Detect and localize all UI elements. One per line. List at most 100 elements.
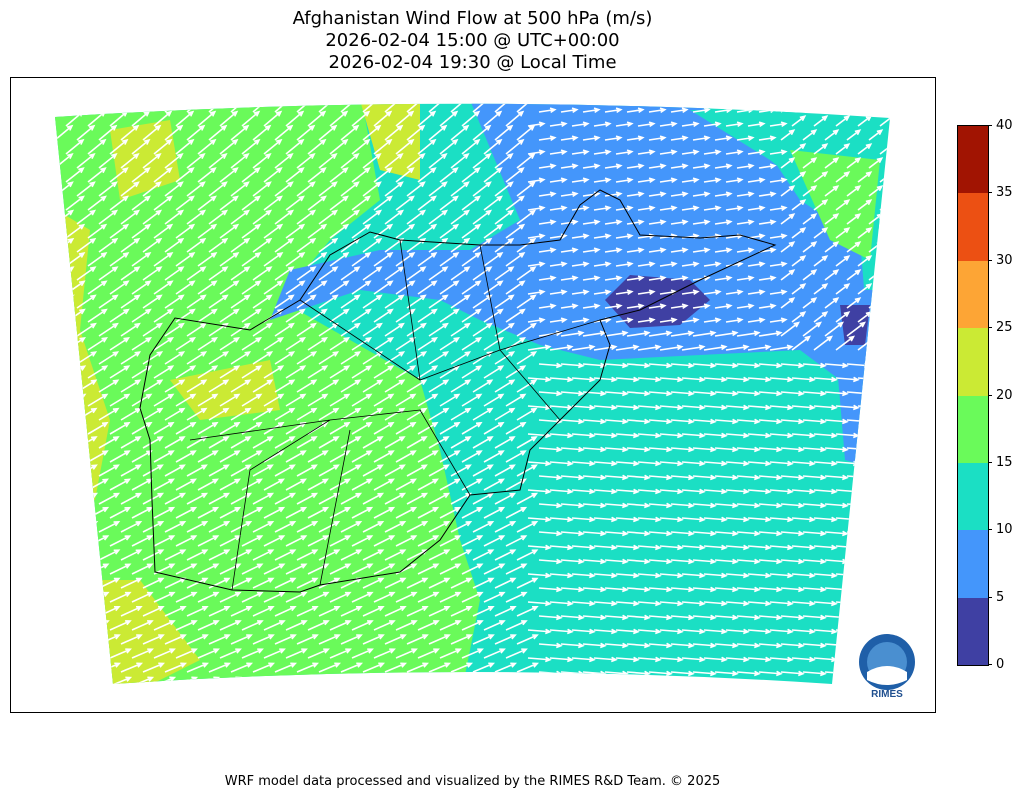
- wind-arrow: [527, 376, 552, 383]
- wind-arrow: [703, 572, 728, 579]
- wind-arrow: [197, 195, 217, 211]
- wind-arrow: [615, 628, 640, 635]
- plot-title: Afghanistan Wind Flow at 500 hPa (m/s): [292, 8, 653, 29]
- wind-arrow: [780, 418, 805, 425]
- wind-arrow: [483, 365, 505, 379]
- wind-arrow: [802, 297, 818, 309]
- wind-arrow: [472, 521, 495, 533]
- wind-arrow: [241, 308, 262, 323]
- wind-arrow: [560, 163, 579, 170]
- wind-arrow: [494, 521, 517, 533]
- wind-arrow: [857, 199, 873, 211]
- wind-arrow: [516, 464, 538, 477]
- wind-arrow: [516, 577, 539, 589]
- wind-arrow: [461, 138, 481, 155]
- wind-arrow: [637, 404, 662, 411]
- wind-arrow: [98, 521, 121, 533]
- wind-arrow: [681, 205, 700, 212]
- wind-arrow: [747, 600, 772, 607]
- wind-arrow: [703, 656, 728, 663]
- wind-arrow: [274, 549, 297, 561]
- wind-arrow: [131, 252, 152, 267]
- wind-arrow: [307, 450, 329, 463]
- wind-arrow: [307, 563, 330, 575]
- wind-arrow: [186, 436, 208, 449]
- wind-arrow: [824, 530, 849, 537]
- wind-arrow: [824, 241, 840, 253]
- wind-arrow: [769, 289, 788, 296]
- wind-arrow: [428, 322, 449, 337]
- wind-arrow: [340, 322, 361, 337]
- wind-arrow: [747, 261, 766, 268]
- wind-arrow: [472, 379, 494, 393]
- wind-arrow: [659, 177, 678, 184]
- colorbar-tick: 35: [988, 186, 1013, 199]
- wind-arrow: [626, 614, 651, 621]
- wind-arrow: [626, 530, 651, 537]
- wind-arrow: [725, 289, 744, 296]
- wind-arrow: [791, 432, 816, 439]
- wind-arrow: [340, 294, 361, 309]
- wind-arrow: [131, 336, 152, 351]
- wind-arrow: [318, 209, 339, 225]
- wind-arrow: [263, 648, 286, 659]
- wind-arrow: [428, 634, 451, 645]
- wind-arrow: [538, 474, 563, 481]
- wind-arrow: [417, 676, 441, 684]
- wind-arrow: [736, 642, 761, 649]
- wind-arrow: [153, 365, 175, 379]
- wind-arrow: [87, 336, 108, 351]
- wind-arrow: [692, 586, 717, 593]
- wind-arrow: [142, 605, 165, 617]
- wind-arrow: [164, 662, 187, 673]
- wind-arrow: [814, 685, 836, 689]
- wind-arrow: [879, 600, 890, 607]
- wind-arrow: [813, 600, 838, 607]
- wind-arrow: [703, 628, 728, 635]
- wind-arrow: [274, 662, 297, 673]
- wind-arrow: [65, 223, 86, 239]
- wind-arrow: [560, 586, 585, 593]
- wind-arrow: [362, 209, 383, 225]
- wind-arrow: [76, 605, 99, 617]
- wind-arrow: [593, 344, 618, 351]
- wind-arrow: [439, 393, 461, 407]
- wind-arrow: [362, 605, 385, 617]
- wind-arrow: [670, 418, 695, 425]
- wind-arrow: [219, 591, 242, 603]
- wind-arrow: [307, 195, 327, 211]
- wind-arrow: [175, 591, 198, 603]
- wind-arrow: [439, 280, 460, 295]
- wind-arrow: [604, 614, 629, 621]
- wind-arrow: [758, 558, 783, 565]
- wind-arrow: [879, 227, 890, 239]
- wind-arrow: [263, 223, 284, 239]
- wind-arrow: [648, 330, 673, 337]
- wind-arrow: [285, 648, 308, 659]
- wind-arrow: [846, 321, 867, 337]
- wind-arrow: [692, 642, 717, 649]
- wind-arrow: [362, 549, 385, 561]
- wind-arrow: [758, 163, 777, 170]
- wind-arrow: [747, 544, 772, 551]
- wind-arrow: [703, 488, 728, 495]
- wind-arrow: [340, 209, 361, 225]
- wind-arrow: [252, 181, 272, 197]
- wind-arrow: [483, 336, 504, 351]
- wind-arrow: [329, 676, 353, 684]
- wind-arrow: [571, 121, 590, 128]
- wind-arrow: [208, 436, 230, 449]
- wind-arrow: [197, 421, 219, 435]
- wind-arrow: [472, 294, 493, 309]
- wind-arrow: [835, 255, 851, 267]
- wind-arrow: [604, 586, 629, 593]
- wind-arrow: [241, 138, 261, 155]
- wind-arrow: [813, 404, 838, 411]
- wind-arrow: [417, 365, 439, 379]
- wind-arrow: [296, 237, 317, 253]
- wind-arrow: [142, 237, 163, 253]
- wind-arrow: [572, 685, 594, 689]
- wind-arrow: [76, 634, 99, 645]
- wind-arrow: [494, 322, 515, 337]
- wind-arrow: [494, 577, 517, 589]
